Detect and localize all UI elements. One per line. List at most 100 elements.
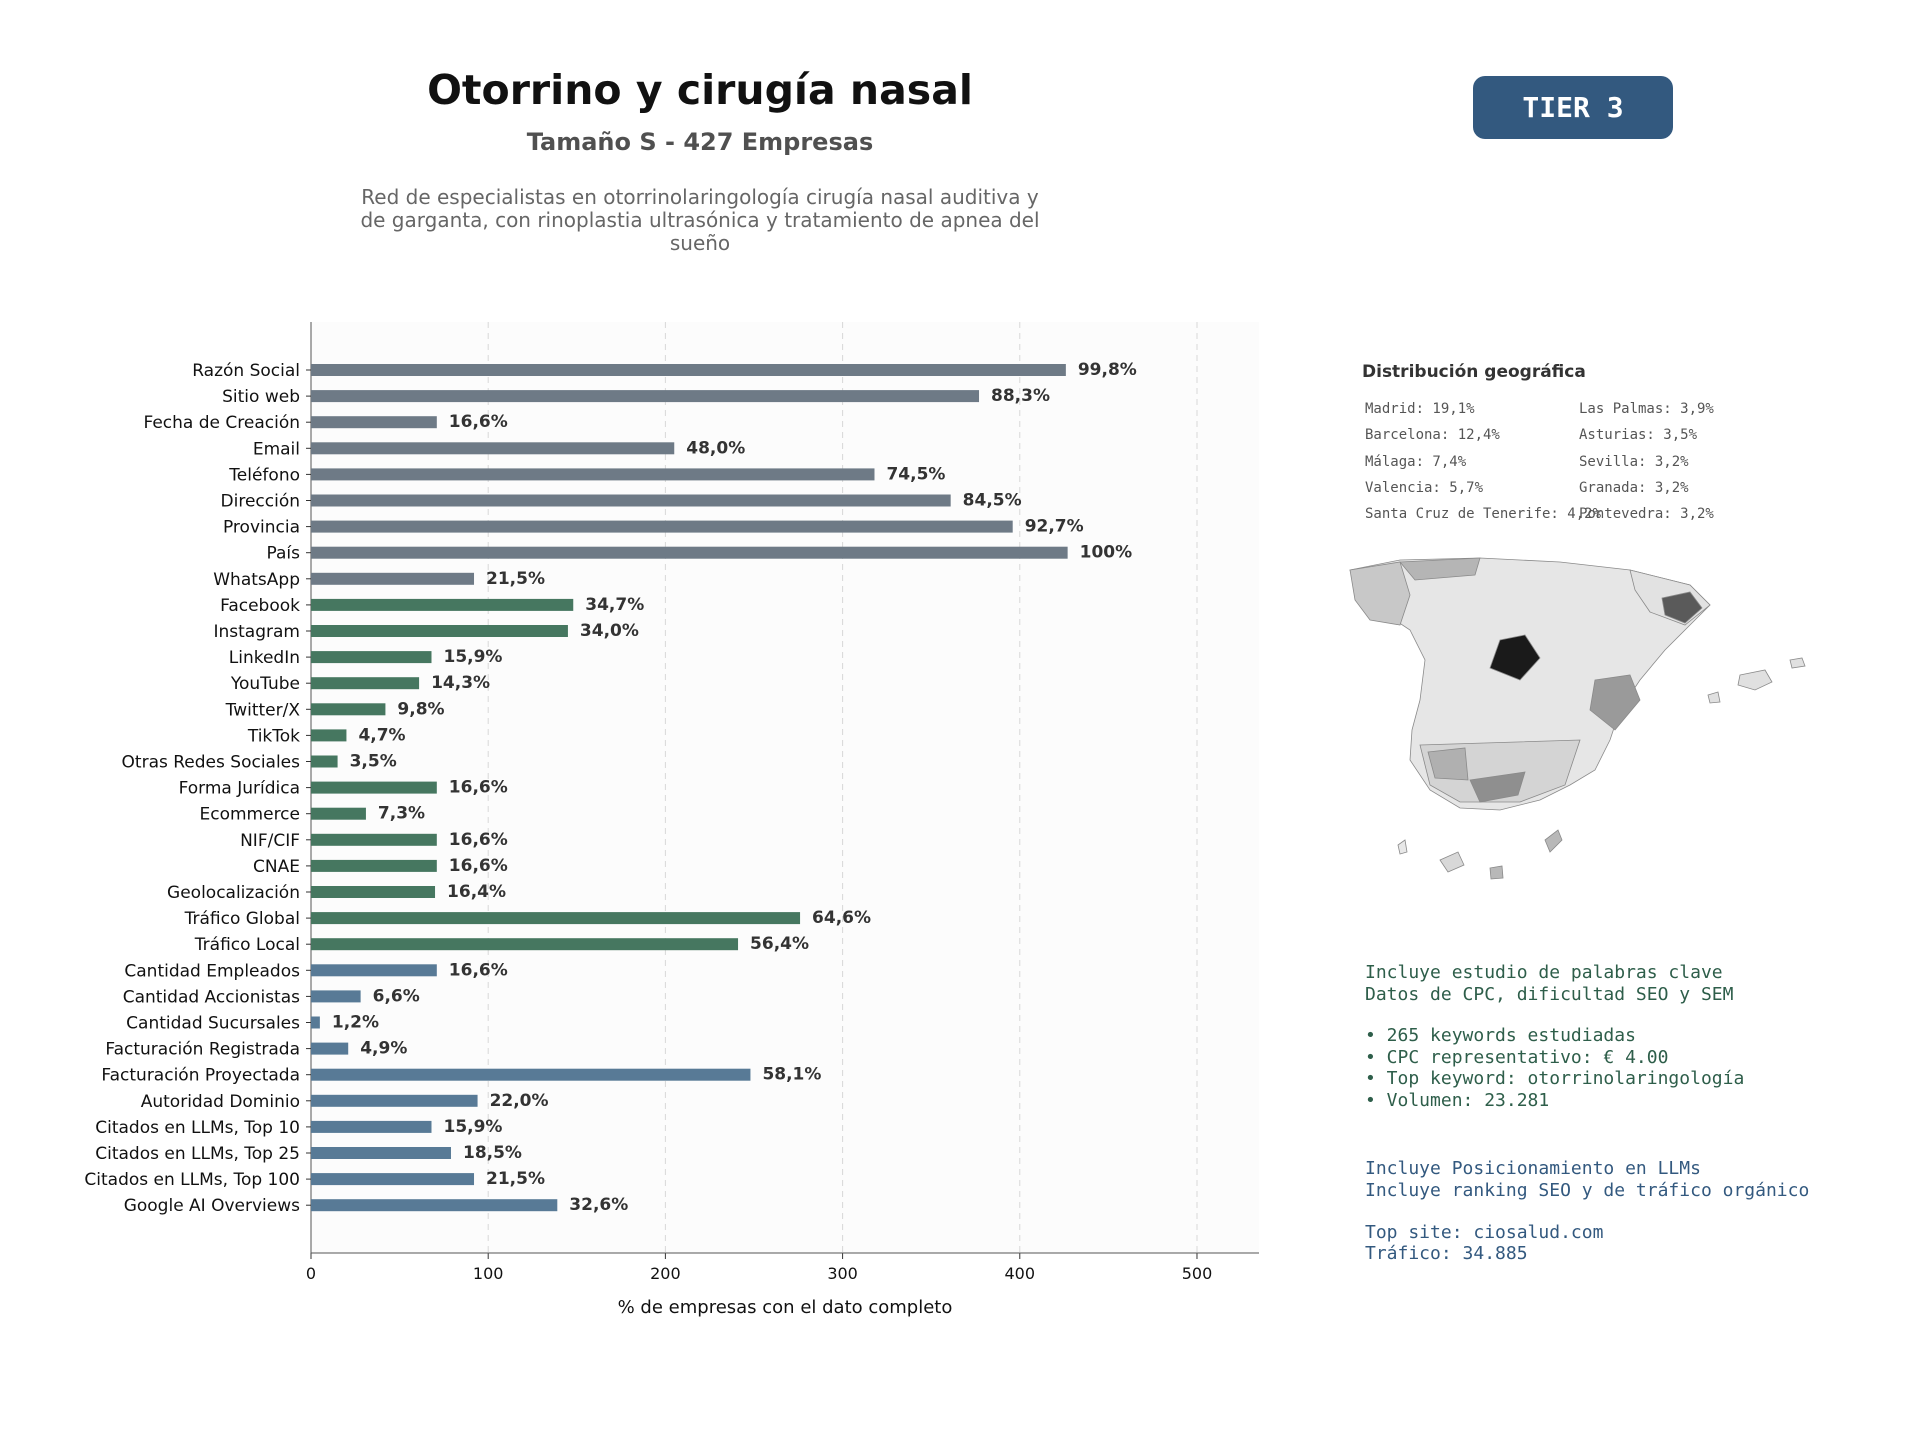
- data-label: 34,0%: [580, 621, 639, 641]
- geo-item: Santa Cruz de Tenerife: 4,2%: [1365, 506, 1602, 522]
- llm-intro: Incluye Posicionamiento en LLMs: [1365, 1158, 1701, 1179]
- description-line: Red de especialistas en otorrinolaringol…: [361, 185, 1039, 209]
- description-line: sueño: [669, 231, 731, 255]
- data-label: 16,6%: [449, 412, 508, 432]
- bar: [311, 1120, 432, 1133]
- bar: [311, 755, 338, 768]
- data-label: 14,3%: [431, 673, 490, 693]
- data-label: 15,9%: [443, 1117, 502, 1137]
- x-tick-label: 400: [1005, 1264, 1036, 1283]
- bar: [311, 494, 951, 507]
- category-label: Autoridad Dominio: [141, 1092, 300, 1112]
- bar: [311, 1199, 558, 1212]
- bar: [311, 651, 432, 664]
- x-tick-label: 300: [827, 1264, 858, 1283]
- data-label: 6,6%: [373, 986, 420, 1006]
- category-label: Instagram: [214, 622, 301, 642]
- geo-item: Granada: 3,2%: [1579, 480, 1689, 496]
- geo-item: Barcelona: 12,4%: [1365, 427, 1500, 443]
- category-label: Forma Jurídica: [179, 779, 300, 799]
- bar: [311, 520, 1013, 533]
- map-region-ibiza: [1707, 691, 1721, 704]
- bar: [311, 807, 366, 820]
- sector-description: Red de especialistas en otorrinolaringol…: [330, 186, 1070, 255]
- data-label: 4,9%: [360, 1039, 407, 1059]
- map-region-asturias: [1399, 557, 1481, 581]
- map-region-sevilla: [1427, 747, 1469, 781]
- category-label: Citados en LLMs, Top 25: [95, 1144, 300, 1164]
- data-label: 16,6%: [449, 778, 508, 798]
- category-label: Google AI Overviews: [124, 1196, 300, 1216]
- category-label: Cantidad Empleados: [124, 961, 300, 981]
- geo-item: Pontevedra: 3,2%: [1579, 506, 1714, 522]
- category-label: Geolocalización: [167, 883, 300, 903]
- category-label: Citados en LLMs, Top 100: [84, 1170, 300, 1190]
- category-label: Twitter/X: [225, 700, 301, 720]
- keywords-metrics-note: Datos de CPC, dificultad SEO y SEM: [1365, 984, 1734, 1005]
- map-region-galicia: [1349, 561, 1411, 626]
- map-region-valencia: [1589, 674, 1641, 731]
- bar: [311, 677, 420, 690]
- data-label: 9,8%: [397, 699, 444, 719]
- data-label: 7,3%: [378, 804, 425, 824]
- category-label: Sitio web: [222, 387, 300, 407]
- data-label: 84,5%: [963, 491, 1022, 511]
- data-label: 18,5%: [463, 1143, 522, 1163]
- category-label: Citados en LLMs, Top 10: [95, 1118, 300, 1138]
- data-label: 4,7%: [358, 725, 405, 745]
- map-region-barcelona: [1661, 591, 1703, 624]
- category-label: Email: [253, 439, 300, 459]
- data-label: 34,7%: [585, 595, 644, 615]
- geo-item: Las Palmas: 3,9%: [1579, 401, 1714, 417]
- bar: [311, 1094, 478, 1107]
- map-region-la-palma: [1397, 839, 1408, 855]
- bar: [311, 1068, 751, 1081]
- bar: [311, 598, 574, 611]
- bar: [311, 468, 875, 481]
- category-label: Fecha de Creación: [143, 413, 300, 433]
- x-tick-label: 500: [1182, 1264, 1213, 1283]
- bar: [311, 859, 437, 872]
- category-label: WhatsApp: [213, 570, 300, 590]
- data-label: 16,6%: [449, 856, 508, 876]
- category-label: YouTube: [230, 674, 300, 694]
- data-label: 32,6%: [569, 1195, 628, 1215]
- geo-item: Málaga: 7,4%: [1365, 454, 1467, 470]
- bar: [311, 990, 361, 1003]
- bar: [311, 572, 475, 585]
- x-tick-label: 200: [650, 1264, 681, 1283]
- category-label: LinkedIn: [229, 648, 300, 668]
- data-label: 100%: [1080, 543, 1133, 563]
- spain-choropleth-map: [1349, 557, 1806, 880]
- x-tick-label: 0: [306, 1264, 316, 1283]
- completeness-bar-chart: 0 100 200 300 400 500 Razón Social 99,8% Sitio w…: [84, 322, 1259, 1318]
- data-label: 16,6%: [449, 960, 508, 980]
- bar: [311, 964, 437, 977]
- map-region-tenerife: [1439, 851, 1465, 873]
- category-label: Cantidad Sucursales: [126, 1014, 300, 1034]
- geo-item: Sevilla: 3,2%: [1579, 454, 1689, 470]
- category-label: País: [267, 544, 301, 564]
- data-label: 74,5%: [886, 464, 945, 484]
- map-region-malaga: [1469, 771, 1526, 803]
- page-subtitle: Tamaño S - 427 Empresas: [526, 128, 874, 156]
- bar: [311, 729, 347, 742]
- data-label: 99,8%: [1078, 360, 1137, 380]
- bar: [311, 625, 568, 637]
- bar: [311, 442, 675, 455]
- data-label: 58,1%: [762, 1065, 821, 1085]
- bar: [311, 703, 386, 716]
- category-label: Razón Social: [192, 361, 300, 381]
- bar: [311, 390, 980, 403]
- tier-badge: TIER 3: [1473, 76, 1673, 139]
- data-label: 64,6%: [812, 908, 871, 928]
- bar: [311, 1147, 451, 1159]
- keywords-bullet: • CPC representativo: € 4.00: [1365, 1047, 1669, 1068]
- map-region-madrid: [1489, 634, 1541, 681]
- category-label: Facturación Proyectada: [101, 1066, 300, 1086]
- category-label: Otras Redes Sociales: [122, 753, 301, 773]
- geo-item: Madrid: 19,1%: [1365, 401, 1475, 417]
- category-label: Teléfono: [228, 465, 300, 485]
- data-label: 22,0%: [490, 1091, 549, 1111]
- bar: [311, 364, 1066, 376]
